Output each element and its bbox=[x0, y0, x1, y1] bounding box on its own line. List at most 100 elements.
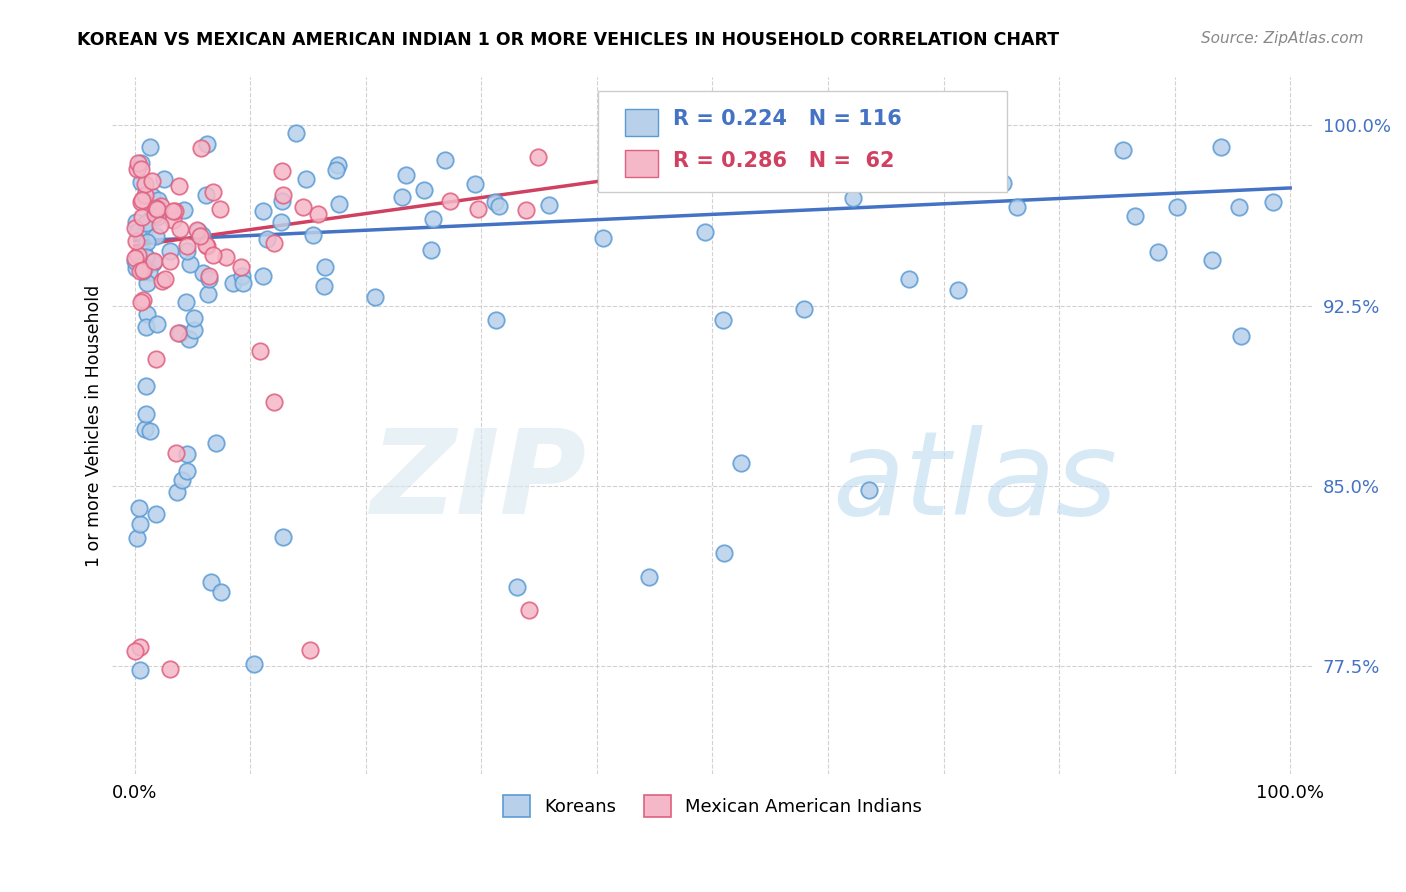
Point bbox=[391, 189, 413, 203]
Point bbox=[1263, 195, 1285, 210]
Point bbox=[263, 235, 285, 250]
Point bbox=[159, 244, 181, 259]
Point bbox=[205, 436, 228, 450]
Point bbox=[506, 580, 529, 594]
Point bbox=[141, 211, 163, 225]
Point bbox=[135, 216, 157, 230]
Point bbox=[222, 276, 245, 290]
Point bbox=[127, 162, 149, 177]
Point bbox=[467, 202, 489, 217]
Point bbox=[179, 257, 201, 271]
Point bbox=[176, 238, 198, 252]
Point bbox=[167, 179, 190, 194]
Point bbox=[197, 287, 219, 301]
Point bbox=[202, 247, 225, 261]
Point bbox=[419, 243, 441, 257]
Point bbox=[145, 352, 167, 367]
Point bbox=[395, 168, 418, 182]
Point bbox=[159, 254, 181, 268]
Point bbox=[537, 198, 560, 212]
Point bbox=[842, 191, 865, 205]
Point bbox=[135, 235, 157, 249]
Point bbox=[141, 174, 163, 188]
Point bbox=[252, 203, 274, 218]
Point bbox=[515, 202, 537, 217]
Text: Source: ZipAtlas.com: Source: ZipAtlas.com bbox=[1201, 31, 1364, 46]
Point bbox=[142, 255, 165, 269]
Point bbox=[132, 263, 155, 277]
Point bbox=[193, 266, 215, 280]
Point bbox=[153, 272, 176, 286]
Point bbox=[129, 264, 152, 278]
Point bbox=[125, 261, 148, 276]
Point bbox=[858, 483, 880, 498]
Point bbox=[270, 194, 292, 208]
Point bbox=[129, 155, 152, 169]
Point bbox=[143, 254, 166, 268]
Point bbox=[149, 219, 172, 233]
Point bbox=[162, 204, 184, 219]
Point bbox=[897, 272, 920, 286]
Point bbox=[165, 446, 187, 460]
Point bbox=[1201, 253, 1223, 268]
Point bbox=[413, 183, 436, 197]
Point bbox=[128, 501, 150, 516]
Point bbox=[183, 310, 205, 325]
Point bbox=[132, 246, 155, 260]
Point bbox=[326, 158, 349, 172]
Point bbox=[162, 213, 184, 227]
Point bbox=[173, 202, 195, 217]
Point bbox=[314, 260, 336, 274]
Point bbox=[124, 221, 146, 235]
Point bbox=[176, 464, 198, 478]
Point bbox=[208, 202, 231, 217]
Point bbox=[314, 279, 336, 293]
Point bbox=[145, 196, 167, 211]
Point bbox=[252, 268, 274, 283]
Point bbox=[124, 254, 146, 268]
Point bbox=[176, 294, 198, 309]
Point bbox=[146, 202, 169, 216]
Text: R = 0.286   N =  62: R = 0.286 N = 62 bbox=[673, 151, 894, 171]
Point bbox=[200, 574, 222, 589]
Point bbox=[215, 250, 238, 264]
Point bbox=[730, 456, 752, 470]
Point bbox=[127, 156, 149, 170]
Point bbox=[527, 150, 550, 164]
Point bbox=[464, 177, 486, 191]
Point bbox=[150, 274, 173, 288]
Text: atlas: atlas bbox=[832, 425, 1118, 539]
Point bbox=[125, 531, 148, 545]
Point bbox=[243, 657, 266, 672]
Point bbox=[135, 250, 157, 264]
Point bbox=[195, 238, 218, 252]
Point bbox=[131, 262, 153, 277]
Point bbox=[169, 326, 191, 341]
Point bbox=[1112, 144, 1135, 158]
Point bbox=[135, 408, 157, 422]
Point bbox=[138, 265, 160, 279]
Point bbox=[166, 484, 188, 499]
FancyBboxPatch shape bbox=[624, 150, 658, 177]
Point bbox=[302, 228, 325, 243]
Point bbox=[129, 294, 152, 309]
Point bbox=[325, 163, 347, 178]
Point bbox=[146, 194, 169, 208]
Point bbox=[592, 231, 614, 245]
Point bbox=[166, 326, 188, 341]
Point bbox=[145, 318, 167, 332]
Y-axis label: 1 or more Vehicles in Household: 1 or more Vehicles in Household bbox=[86, 285, 103, 567]
Point bbox=[183, 323, 205, 337]
Point bbox=[135, 319, 157, 334]
Point bbox=[284, 126, 307, 140]
Point bbox=[145, 507, 167, 521]
Point bbox=[131, 210, 153, 224]
Point bbox=[439, 194, 461, 208]
Point bbox=[124, 643, 146, 657]
Point bbox=[134, 422, 156, 436]
Point bbox=[711, 313, 734, 327]
Point bbox=[190, 140, 212, 154]
Point bbox=[136, 276, 159, 290]
Point bbox=[198, 271, 221, 285]
FancyBboxPatch shape bbox=[624, 110, 658, 136]
